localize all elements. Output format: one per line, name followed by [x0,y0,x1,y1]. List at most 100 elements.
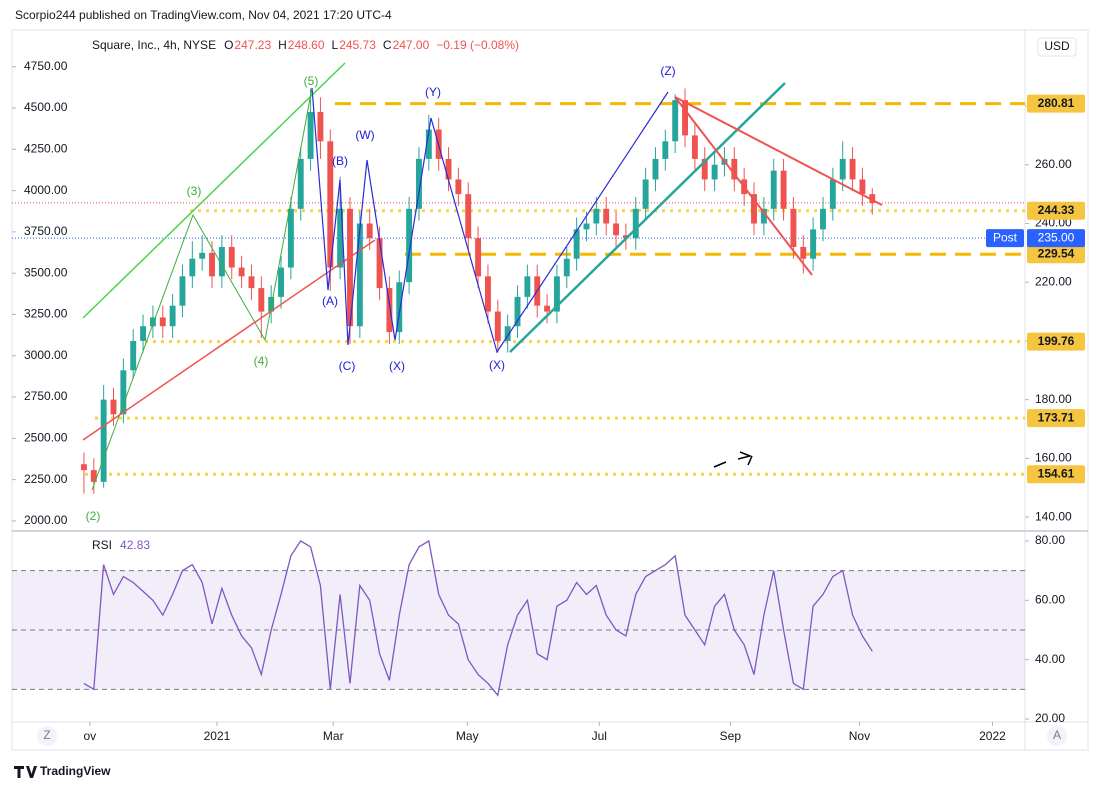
candle-body [376,238,383,289]
candle-body [317,111,324,142]
candle-body [849,158,856,180]
y-tick-label: 4250.00 [24,141,68,155]
level-label: 280.81 [1038,96,1075,110]
y-tick-label: 3000.00 [24,348,68,362]
candle-body [583,223,590,230]
candle-body [356,223,363,327]
y2-tick-label: 160.00 [1035,451,1072,465]
frame [11,29,1089,751]
candle-body [760,208,767,224]
wave-line [311,87,669,354]
y-tick-label: 2000.00 [24,513,68,527]
candle-body [337,208,344,268]
button[interactable] [1047,726,1067,746]
y-tick-label: 3500.00 [24,265,68,279]
candle-body [169,305,176,327]
rsi-tick-label: 60.00 [1035,592,1065,606]
trendline [82,62,346,319]
y2-tick-label: 140.00 [1035,509,1072,523]
level-label-box [1027,94,1085,113]
ohlc-value: −0.19 (−0.08%) [436,38,519,52]
y-tick-label: 4500.00 [24,100,68,114]
rsi-value: 42.83 [120,538,150,552]
level-label: 244.33 [1038,203,1075,217]
candle-body [731,158,738,180]
post-price-box [1027,229,1085,248]
level-label-box [1027,245,1085,264]
wave-label: (Z) [660,64,675,78]
candle-body [455,179,462,195]
candle-body [573,229,580,259]
wave-line [91,87,313,491]
candle-body [869,194,876,203]
wave-label: (B) [332,154,348,168]
candle-body [484,276,491,312]
x-tick-label: May [456,729,479,743]
candle-body [209,252,215,277]
x-tick-label: Jul [592,729,607,743]
button[interactable] [37,726,57,746]
candle-body [465,194,472,239]
candle-body [100,399,107,482]
post-tag: Post [993,230,1018,244]
candle-body [268,296,275,312]
candle-body [622,235,629,239]
symbol: Square, Inc., 4h, NYSE [92,38,216,52]
candle-body [347,208,353,327]
ohlc-value: 247.23 [234,38,271,52]
drawings [82,62,883,491]
level-label-box [1027,409,1085,428]
candle-body [425,129,432,159]
level-label-box [1027,465,1085,484]
candle-body [593,208,600,224]
y-tick-label: 4750.00 [24,59,68,73]
footer-logo: TradingView [40,764,111,778]
level-label-box [1027,332,1085,351]
candle-body [553,276,560,312]
candle-body [159,317,166,327]
wave-label: (C) [339,359,356,373]
trendline [82,239,376,441]
ohlc-key: O [224,38,233,52]
wave-label: (Y) [425,85,441,99]
candle-body [494,311,501,341]
candle-body [524,276,531,297]
x-tick-label: ov [84,729,97,743]
candle-body [218,246,225,277]
candle-body [751,194,757,224]
candle-body [810,229,817,259]
candle-body [642,179,649,209]
candle-body [504,326,511,341]
wave-label: (W) [355,128,374,142]
candle-body [514,296,521,327]
y2-tick-label: 260.00 [1035,157,1072,171]
y-tick-label: 3750.00 [24,224,68,238]
trendline [509,82,786,353]
candle-body [770,170,777,209]
candle-body [287,208,294,268]
doodle [713,451,753,468]
candle-body [829,179,836,209]
candle-body [199,252,206,259]
wave-label: (4) [254,354,269,368]
rsi-tick-label: 40.00 [1035,652,1065,666]
post-price: 235.00 [1038,230,1075,244]
candle-body [820,208,826,230]
candle-body [780,170,787,209]
candle-body [790,208,797,247]
candle-body [672,100,679,142]
y2-tick-label: 220.00 [1035,274,1072,288]
rsi-name: RSI [92,538,112,552]
button-label: Z [43,728,50,742]
currency-box [1037,37,1077,57]
candle-body [800,246,807,259]
candle-body [682,100,688,136]
y2-tick-label: 180.00 [1035,392,1072,406]
candle-body [228,246,235,268]
wave-label: (X) [389,359,405,373]
candle-body [416,158,422,209]
y-tick-label: 3250.00 [24,307,68,321]
candle-body [652,158,659,180]
ohlc-key: C [383,38,392,52]
candle-body [90,470,97,482]
